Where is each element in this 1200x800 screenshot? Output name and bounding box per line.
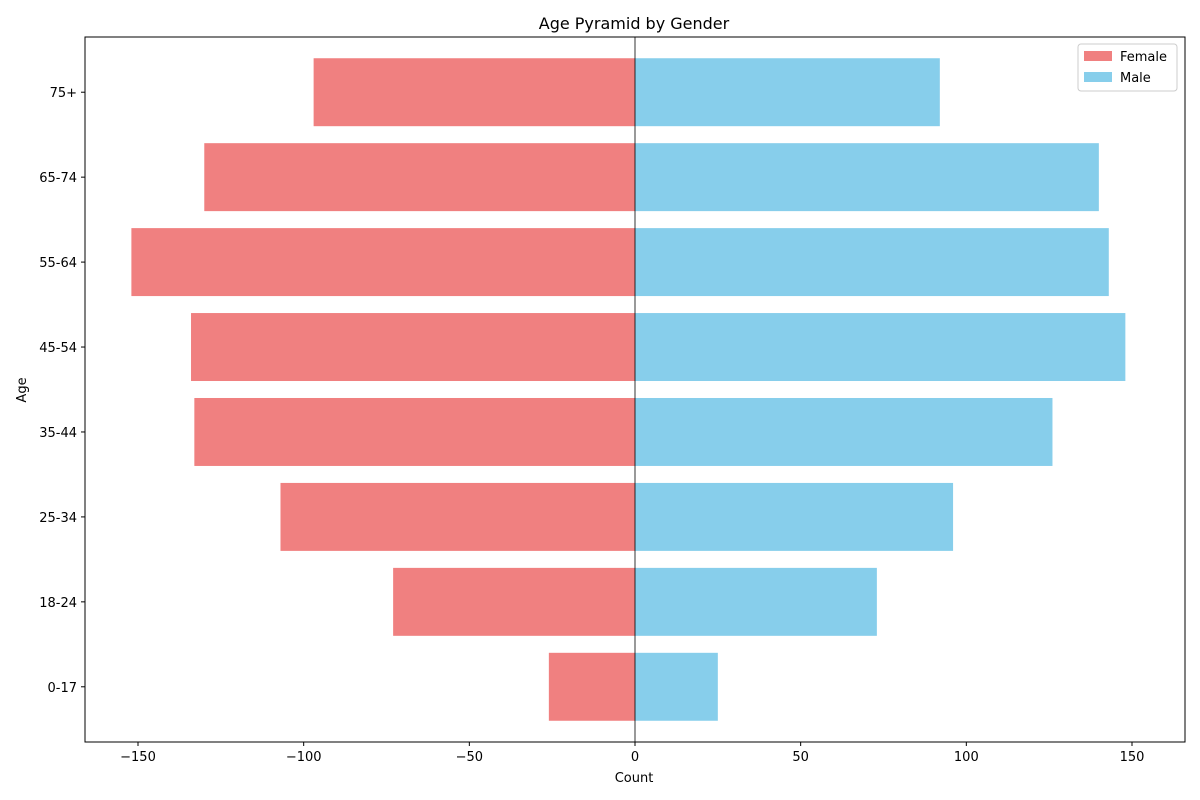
y-tick-label: 45-54 — [39, 341, 77, 356]
bar-male-18-24 — [635, 567, 877, 636]
y-tick-label: 55-64 — [39, 256, 77, 271]
y-axis-title: Age — [15, 377, 30, 402]
x-tick-label: 0 — [631, 750, 639, 765]
x-tick-label: 50 — [792, 750, 809, 765]
legend-label-female: Female — [1120, 50, 1167, 65]
chart-title: Age Pyramid by Gender — [539, 14, 730, 33]
bar-female-25-34 — [280, 482, 635, 551]
bar-female-65-74 — [204, 143, 636, 212]
x-axis-title: Count — [615, 771, 654, 786]
plot-area: −150 −100 −50 0 50 100 150 0-17 18-24 25-34 35-44 4… — [39, 36, 1186, 765]
bar-male-75+ — [635, 58, 940, 127]
y-tick-label: 0-17 — [47, 681, 77, 696]
bar-male-0-17 — [635, 652, 718, 721]
legend: Female Male — [1077, 43, 1178, 92]
bar-female-0-17 — [548, 652, 635, 721]
x-tick-label: −150 — [120, 750, 156, 765]
y-tick-label: 35-44 — [39, 426, 77, 441]
bar-male-25-34 — [635, 482, 954, 551]
y-tick-label: 75+ — [50, 86, 77, 101]
x-tick-label: −100 — [286, 750, 322, 765]
bar-female-35-44 — [194, 397, 636, 466]
bar-male-55-64 — [635, 228, 1109, 297]
legend-label-male: Male — [1120, 71, 1151, 86]
y-tick-label: 25-34 — [39, 511, 77, 526]
bar-female-75+ — [313, 58, 635, 127]
x-tick-label: 100 — [954, 750, 979, 765]
bar-female-55-64 — [131, 228, 635, 297]
x-tick-label: 150 — [1120, 750, 1145, 765]
bar-male-45-54 — [635, 313, 1126, 382]
x-tick-label: −50 — [456, 750, 483, 765]
y-tick-label: 18-24 — [39, 596, 77, 611]
y-tick-label: 65-74 — [39, 171, 77, 186]
bar-female-18-24 — [393, 567, 635, 636]
legend-swatch-female — [1084, 51, 1112, 61]
legend-swatch-male — [1084, 72, 1112, 82]
bar-female-45-54 — [191, 313, 635, 382]
bar-male-65-74 — [635, 143, 1099, 212]
bar-male-35-44 — [635, 397, 1053, 466]
